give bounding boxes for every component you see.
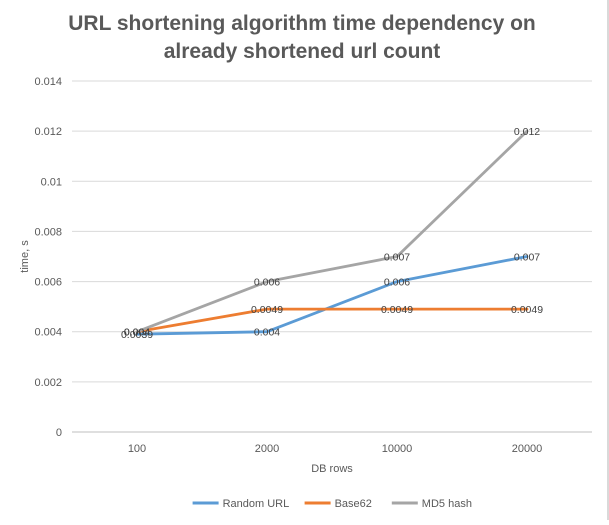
gridlines — [72, 80, 592, 433]
y-tick-label: 0.01 — [41, 176, 62, 188]
data-label: 0.007 — [384, 252, 410, 264]
series-lines — [135, 129, 529, 336]
legend-label: Base62 — [335, 498, 372, 510]
series-line-md5-hash — [135, 129, 529, 334]
legend-label: MD5 hash — [422, 498, 472, 510]
y-tick-label: 0.004 — [34, 327, 62, 339]
y-tick-label: 0.014 — [34, 76, 62, 88]
data-label: 0.004 — [254, 327, 280, 339]
data-label: 0.0039 — [121, 329, 153, 341]
y-tick-label: 0 — [56, 427, 62, 439]
x-tick-label: 20000 — [512, 443, 543, 455]
y-tick-label: 0.008 — [34, 226, 62, 238]
data-label: 0.006 — [384, 277, 410, 289]
data-label: 0.012 — [514, 126, 540, 138]
data-label: 0.007 — [514, 252, 540, 264]
data-label: 0.0049 — [251, 304, 283, 316]
legend-label: Random URL — [223, 498, 290, 510]
data-label: 0.004 — [124, 327, 150, 339]
series-line-base62 — [135, 307, 529, 334]
x-tick-label: 2000 — [255, 443, 279, 455]
series-line-random-url — [135, 255, 529, 336]
y-axis-label: time, s — [19, 240, 31, 273]
chart-title-line-2: already shortened url count — [164, 40, 441, 63]
x-axis-label: DB rows — [311, 463, 353, 475]
chart-title-line-1: URL shortening algorithm time dependency… — [68, 12, 536, 35]
y-tick-label: 0.006 — [34, 277, 62, 289]
axes: 0 0.002 0.004 0.006 0.008 0.01 0.012 0.014 100 20… — [19, 76, 542, 475]
data-label: 0.0049 — [511, 304, 543, 316]
data-label: 0.006 — [254, 277, 280, 289]
data-label: 0.0049 — [381, 304, 413, 316]
legend: Random URL Base62 MD5 hash — [192, 498, 472, 510]
y-tick-label: 0.002 — [34, 377, 62, 389]
data-label: 0.004 — [124, 327, 150, 339]
x-tick-label: 10000 — [382, 443, 413, 455]
chart-border — [607, 0, 609, 520]
x-tick-label: 100 — [128, 443, 146, 455]
y-tick-label: 0.012 — [34, 126, 62, 138]
